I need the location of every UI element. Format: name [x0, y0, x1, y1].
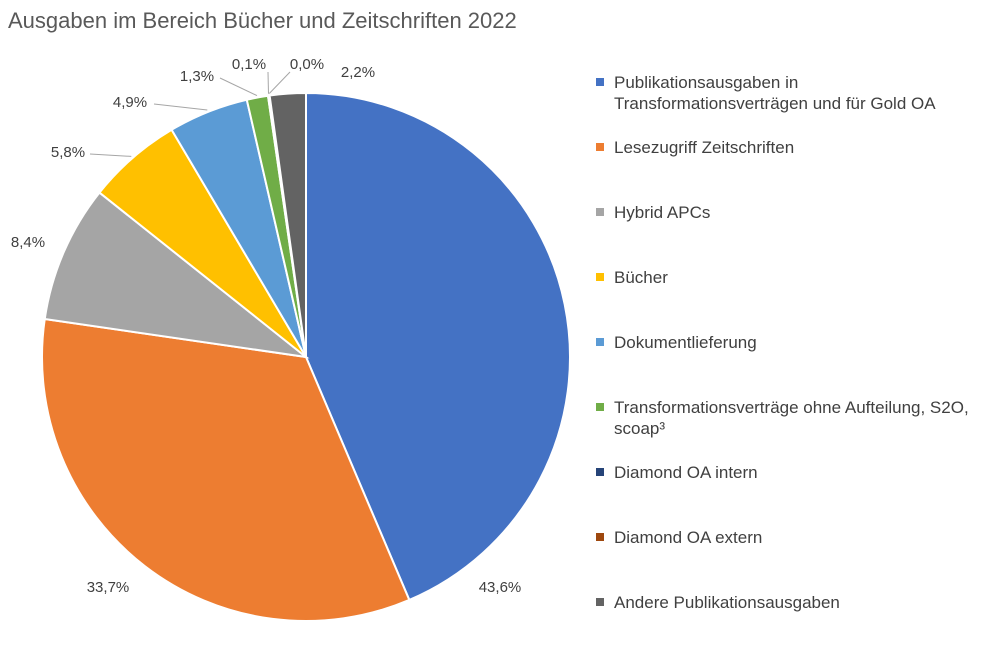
legend-item-lesezugriff-zeitschriften: Lesezugriff Zeitschriften: [596, 137, 996, 202]
legend-label: Hybrid APCs: [614, 203, 711, 222]
legend-swatch: [596, 208, 604, 216]
legend-item-hybrid-apcs: Hybrid APCs: [596, 202, 996, 267]
legend-swatch: [596, 533, 604, 541]
data-label-transformationsvertr-ge-ohne-aufteilung-s2o-scoap: 1,3%: [180, 68, 214, 85]
chart-title: Ausgaben im Bereich Bücher und Zeitschri…: [8, 8, 517, 33]
legend-item-publikationsausgaben-in-transformationsvertr-gen-und-f-r-gold-oa: Publikationsausgaben in Transformationsv…: [596, 72, 996, 137]
legend-item-dokumentlieferung: Dokumentlieferung: [596, 332, 996, 397]
legend-label: Bücher: [614, 268, 668, 287]
legend-item-transformationsvertr-ge-ohne-aufteilung-s2o-scoap: Transformationsverträge ohne Aufteilung,…: [596, 397, 996, 462]
pie-slice-hybrid-apcs: [43, 191, 310, 359]
legend-label: Diamond OA intern: [614, 463, 758, 482]
legend-swatch: [596, 598, 604, 606]
leader-line-diamond-oa-extern: [268, 71, 291, 94]
pie-slice-publikationsausgaben-in-transformationsvertr-gen-und-f-r-gold-oa: [305, 91, 571, 602]
data-label-andere-publikationsausgaben: 2,2%: [341, 64, 375, 81]
leader-line-dokumentlieferung: [153, 103, 208, 111]
data-labels: 43,6% 33,7% 8,4% 5,8% 4,9% 1,3% 0,1% 0,0% 2,2%: [11, 56, 521, 596]
legend-swatch: [596, 143, 604, 151]
legend-swatch: [596, 78, 604, 86]
data-label-publikationsausgaben-in-transformationsvertr-gen-und-f-r-gold-oa: 43,6%: [479, 579, 522, 596]
pie-slice-andere-publikationsausgaben: [268, 91, 307, 358]
legend-swatch: [596, 468, 604, 476]
legend: Publikationsausgaben in Transformationsv…: [596, 72, 996, 657]
leader-line-transformationsvertr-ge-ohne-aufteilung-s2o-scoap: [219, 77, 258, 97]
data-label-diamond-oa-intern: 0,1%: [232, 56, 266, 73]
pie-chart: 43,6% 33,7% 8,4% 5,8% 4,9% 1,3% 0,1% 0,0% 2,2%: [11, 56, 571, 622]
legend-item-andere-publikationsausgaben: Andere Publikationsausgaben: [596, 592, 996, 657]
data-label-lesezugriff-zeitschriften: 33,7%: [87, 579, 130, 596]
legend-label: Publikationsausgaben in Transformationsv…: [614, 73, 936, 113]
leader-line-b-cher: [89, 153, 132, 157]
pie-slice-lesezugriff-zeitschriften: [41, 317, 411, 622]
legend-label: Lesezugriff Zeitschriften: [614, 138, 795, 157]
legend-label: Dokumentlieferung: [614, 333, 757, 352]
legend-label: Transformationsverträge ohne Aufteilung,…: [614, 398, 969, 438]
legend-item-b-cher: Bücher: [596, 267, 996, 332]
legend-swatch: [596, 403, 604, 411]
data-label-b-cher: 5,8%: [51, 144, 85, 161]
legend-item-diamond-oa-extern: Diamond OA extern: [596, 527, 996, 592]
legend-item-diamond-oa-intern: Diamond OA intern: [596, 462, 996, 527]
legend-label: Andere Publikationsausgaben: [614, 593, 840, 612]
legend-swatch: [596, 273, 604, 281]
data-label-dokumentlieferung: 4,9%: [113, 94, 147, 111]
legend-label: Diamond OA extern: [614, 528, 763, 547]
data-label-diamond-oa-extern: 0,0%: [290, 56, 324, 73]
leader-lines: [89, 71, 291, 157]
data-label-hybrid-apcs: 8,4%: [11, 234, 45, 251]
legend-swatch: [596, 338, 604, 346]
leader-line-diamond-oa-intern: [267, 71, 269, 94]
pie-slices: [41, 91, 571, 622]
